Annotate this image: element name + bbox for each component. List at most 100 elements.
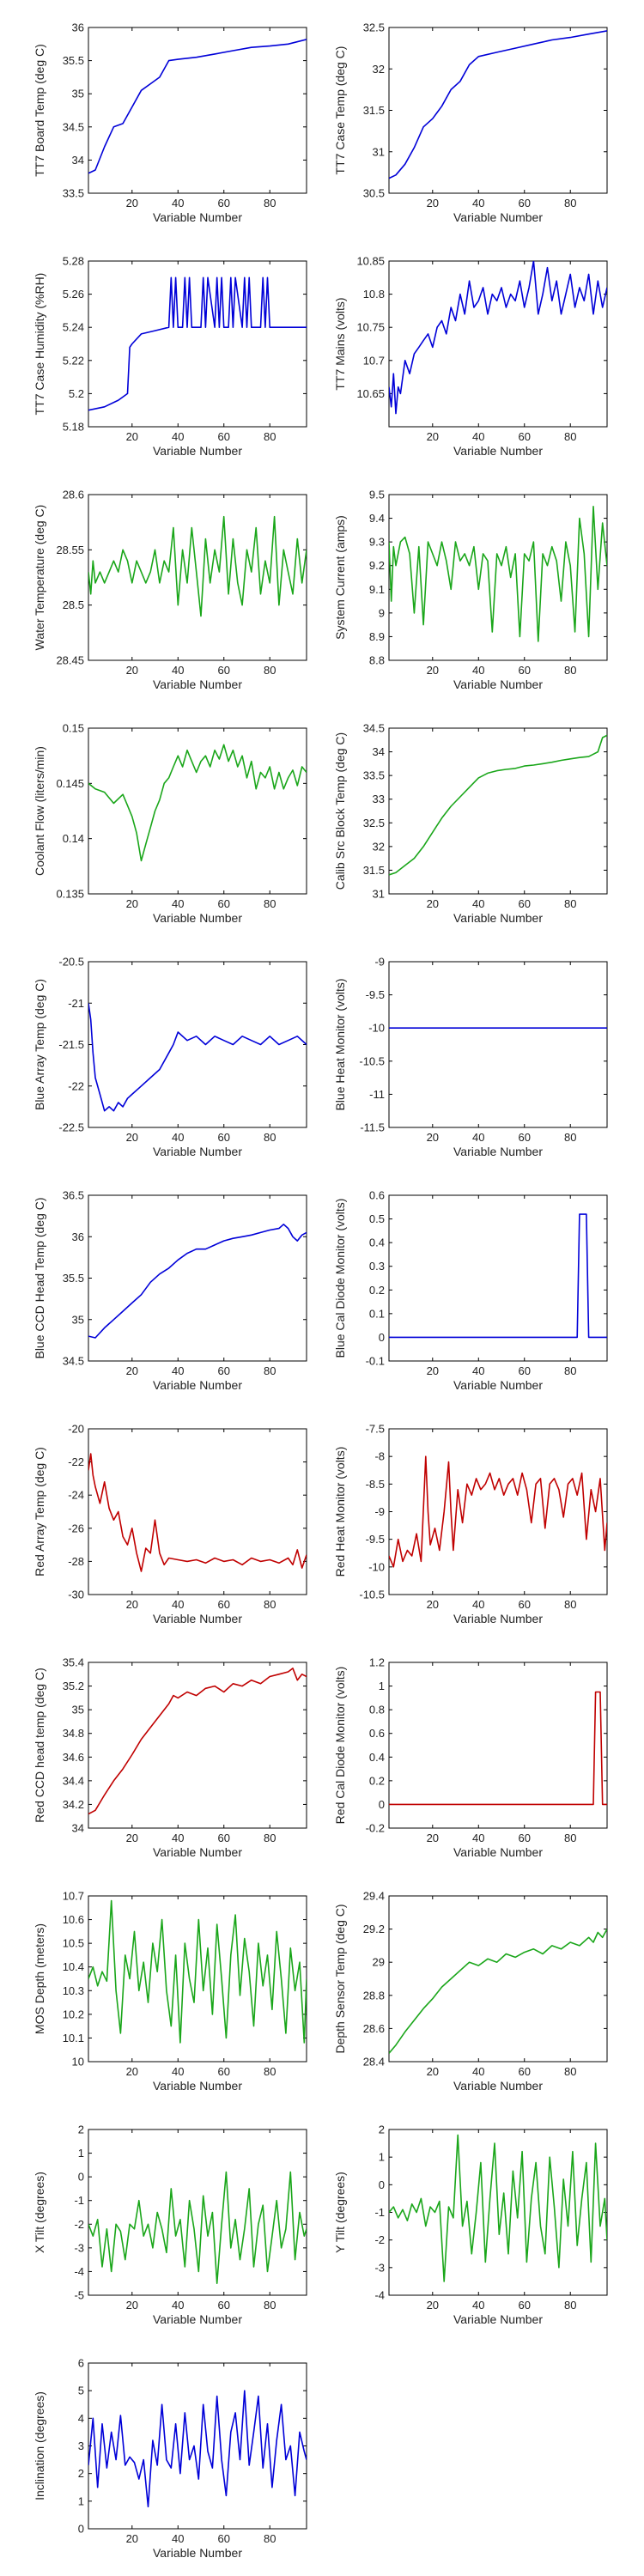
y-tick-label: -4 [374,2289,385,2302]
x-tick-label: 80 [564,1832,576,1844]
y-axis-label: TT7 Case Humidity (%RH) [33,273,46,416]
y-tick-label: 28.55 [56,544,84,556]
subplot-1: 20 40 60 80 33.5 34 34.5 35 35.5 36 Variable Numbe… [33,21,307,224]
y-tick-label: 3 [78,2439,84,2452]
y-tick-label: 0 [78,2171,84,2184]
x-axis-label: Variable Number [453,1612,543,1625]
x-tick-label: 80 [564,1131,576,1144]
x-tick-label: 40 [172,664,184,677]
y-tick-label: -28 [68,1555,84,1568]
subplot-21: 20 40 60 80 0 1 2 3 4 5 6 Variable Number Inclinatio… [33,2357,307,2560]
y-tick-label: 34.5 [63,1355,84,1368]
y-tick-label: 0.1 [369,1307,385,1320]
y-axis-label: Red CCD head temp (deg C) [33,1668,46,1823]
subplot-19: 20 40 60 80 -5 -4 -3 -2 -1 0 1 2 Variable Number X Ti… [33,2123,307,2326]
x-tick-label: 40 [472,197,484,210]
series-line [88,39,307,174]
y-tick-label: 1.2 [369,1656,385,1669]
y-tick-label: 8.9 [369,630,385,643]
x-tick-label: 20 [126,664,138,677]
x-tick-label: 80 [564,1364,576,1377]
y-tick-label: 9.2 [369,559,385,572]
x-tick-label: 80 [564,664,576,677]
x-tick-label: 40 [472,1131,484,1144]
x-tick-label: 80 [564,430,576,443]
x-tick-label: 80 [264,1364,276,1377]
y-tick-label: -1 [74,2194,84,2207]
y-tick-label: 10.85 [356,255,385,268]
y-tick-label: 31 [373,145,385,158]
subplot-15: 20 40 60 80 34 34.2 34.4 34.6 34.8 35 35.2 35.4 Vari… [33,1656,307,1859]
y-tick-label: 35 [72,88,84,100]
y-tick-label: 9.3 [369,536,385,549]
y-tick-label: -26 [68,1522,84,1534]
x-tick-label: 20 [126,197,138,210]
x-tick-label: 80 [564,1598,576,1611]
x-tick-label: 60 [218,1598,230,1611]
y-tick-label: 36 [72,1230,84,1243]
x-tick-label: 60 [218,1364,230,1377]
y-axis-label: Depth Sensor Temp (deg C) [333,1904,347,2053]
y-tick-label: 31.5 [363,104,385,117]
x-tick-label: 40 [472,430,484,443]
y-axis-label: Blue Heat Monitor (volts) [333,978,347,1110]
y-tick-label: 0.2 [369,1284,385,1297]
y-tick-label: 32.5 [363,21,385,34]
x-tick-label: 60 [218,664,230,677]
series-line [389,734,607,876]
y-tick-label: 32 [373,63,385,76]
series-line [88,2390,307,2508]
y-tick-label: 28.45 [56,654,84,667]
y-tick-label: -5 [74,2289,84,2302]
y-axis-label: Blue Array Temp (deg C) [33,979,46,1110]
x-tick-label: 40 [172,2299,184,2312]
subplot-13: 20 40 60 80 -30 -28 -26 -24 -22 -20 Variable Numbe… [33,1423,307,1625]
x-tick-label: 20 [126,1364,138,1377]
y-tick-label: 9.4 [369,512,385,525]
y-tick-label: 5.26 [63,288,84,301]
plot-frame [88,1428,307,1595]
y-tick-label: 4 [78,2412,84,2425]
x-tick-label: 20 [126,897,138,910]
y-tick-label: -8 [374,1450,385,1463]
x-tick-label: 20 [126,1832,138,1844]
y-tick-label: -9 [374,1505,385,1518]
y-tick-label: 0.145 [56,777,84,790]
series-line [88,1003,307,1112]
y-tick-label: 6 [78,2357,84,2370]
plot-frame [388,1662,608,1829]
y-axis-label: Coolant Flow (liters/min) [33,746,46,876]
y-tick-label: -30 [68,1589,84,1601]
y-tick-label: 10.5 [63,1937,84,1950]
subplot-5: 20 40 60 80 28.45 28.5 28.55 28.6 Variable Numbe… [33,489,307,691]
y-tick-label: 35.4 [63,1656,84,1669]
x-tick-label: 60 [519,197,531,210]
y-tick-label: 33 [373,793,385,805]
y-tick-label: 29.4 [363,1890,385,1903]
plot-frame [88,260,307,428]
x-tick-label: 80 [564,197,576,210]
x-tick-label: 60 [519,1364,531,1377]
x-tick-label: 40 [172,1131,184,1144]
x-tick-label: 80 [264,1131,276,1144]
y-tick-label: -0.1 [366,1355,385,1368]
y-axis-label: Red Heat Monitor (volts) [333,1447,347,1577]
plot-frame [88,2129,307,2296]
x-tick-label: 40 [172,1364,184,1377]
x-axis-label: Variable Number [453,677,543,691]
y-tick-label: 34.4 [63,1774,84,1787]
y-tick-label: 0.6 [369,1189,385,1202]
y-tick-label: -2 [374,2233,385,2246]
x-tick-label: 80 [264,197,276,210]
y-tick-label: 28.5 [63,598,84,611]
y-tick-label: 5.22 [63,354,84,367]
y-tick-label: 1 [379,1680,385,1692]
plot-frame [88,27,307,194]
x-tick-label: 20 [427,2299,439,2312]
y-tick-label: 34.5 [363,722,385,735]
plot-frame [88,2362,307,2530]
subplot-7: 20 40 60 80 0.135 0.14 0.145 0.15 Variable Numbe… [33,722,307,925]
y-tick-label: 10.6 [63,1913,84,1926]
y-axis-label: Blue CCD Head Temp (deg C) [33,1197,46,1358]
x-tick-label: 40 [172,1598,184,1611]
